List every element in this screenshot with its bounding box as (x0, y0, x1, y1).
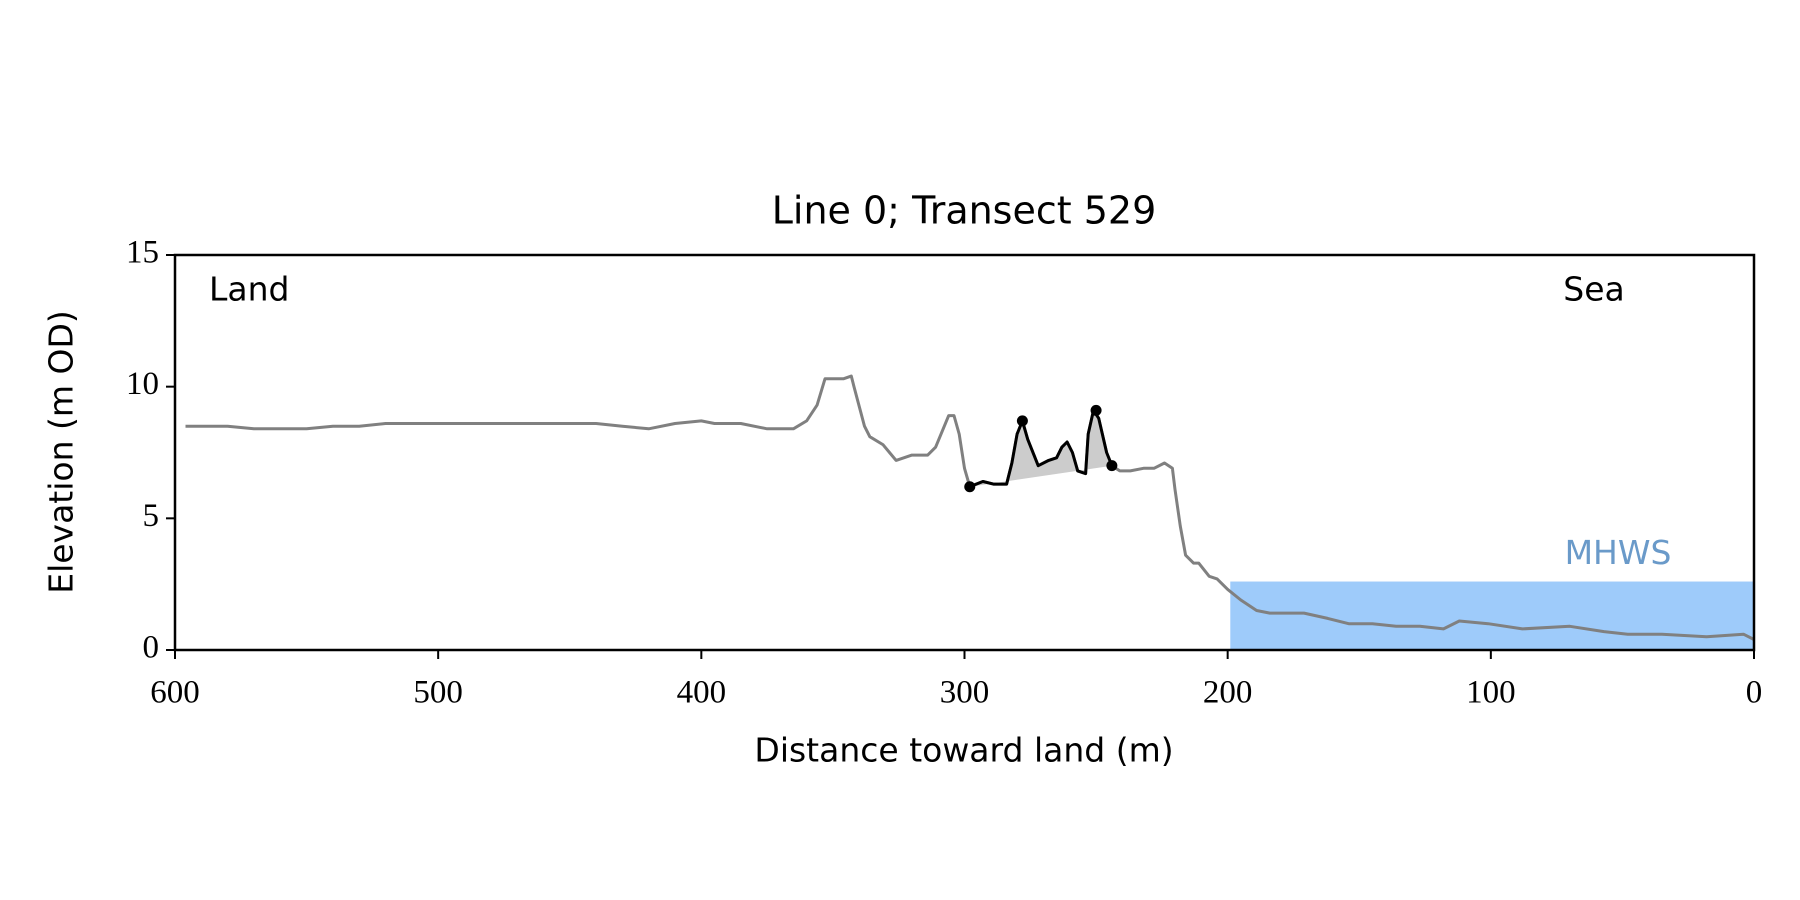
y-axis-label: Elevation (m OD) (42, 310, 81, 594)
dune-point (1090, 404, 1102, 416)
x-tick-label: 0 (1746, 675, 1763, 711)
x-tick-label: 500 (413, 675, 463, 711)
dune-point (964, 481, 976, 493)
dune-point (1106, 460, 1118, 472)
dune-point (1016, 415, 1028, 427)
x-tick-label: 200 (1203, 675, 1253, 711)
y-tick-label: 5 (143, 498, 160, 534)
x-tick-label: 400 (677, 675, 727, 711)
land-label: Land (209, 270, 289, 309)
x-tick-label: 600 (150, 675, 200, 711)
sea-label: Sea (1563, 270, 1624, 309)
x-axis-label: Distance toward land (m) (754, 731, 1173, 770)
y-tick-label: 15 (126, 235, 159, 271)
x-tick-label: 100 (1466, 675, 1516, 711)
dune-line (969, 408, 1114, 489)
mhws-band (1230, 581, 1754, 650)
y-tick-label: 0 (143, 630, 160, 666)
y-tick-label: 10 (126, 366, 159, 402)
mhws-label: MHWS (1565, 533, 1672, 572)
chart-title: Line 0; Transect 529 (772, 189, 1157, 233)
x-tick-label: 300 (940, 675, 990, 711)
